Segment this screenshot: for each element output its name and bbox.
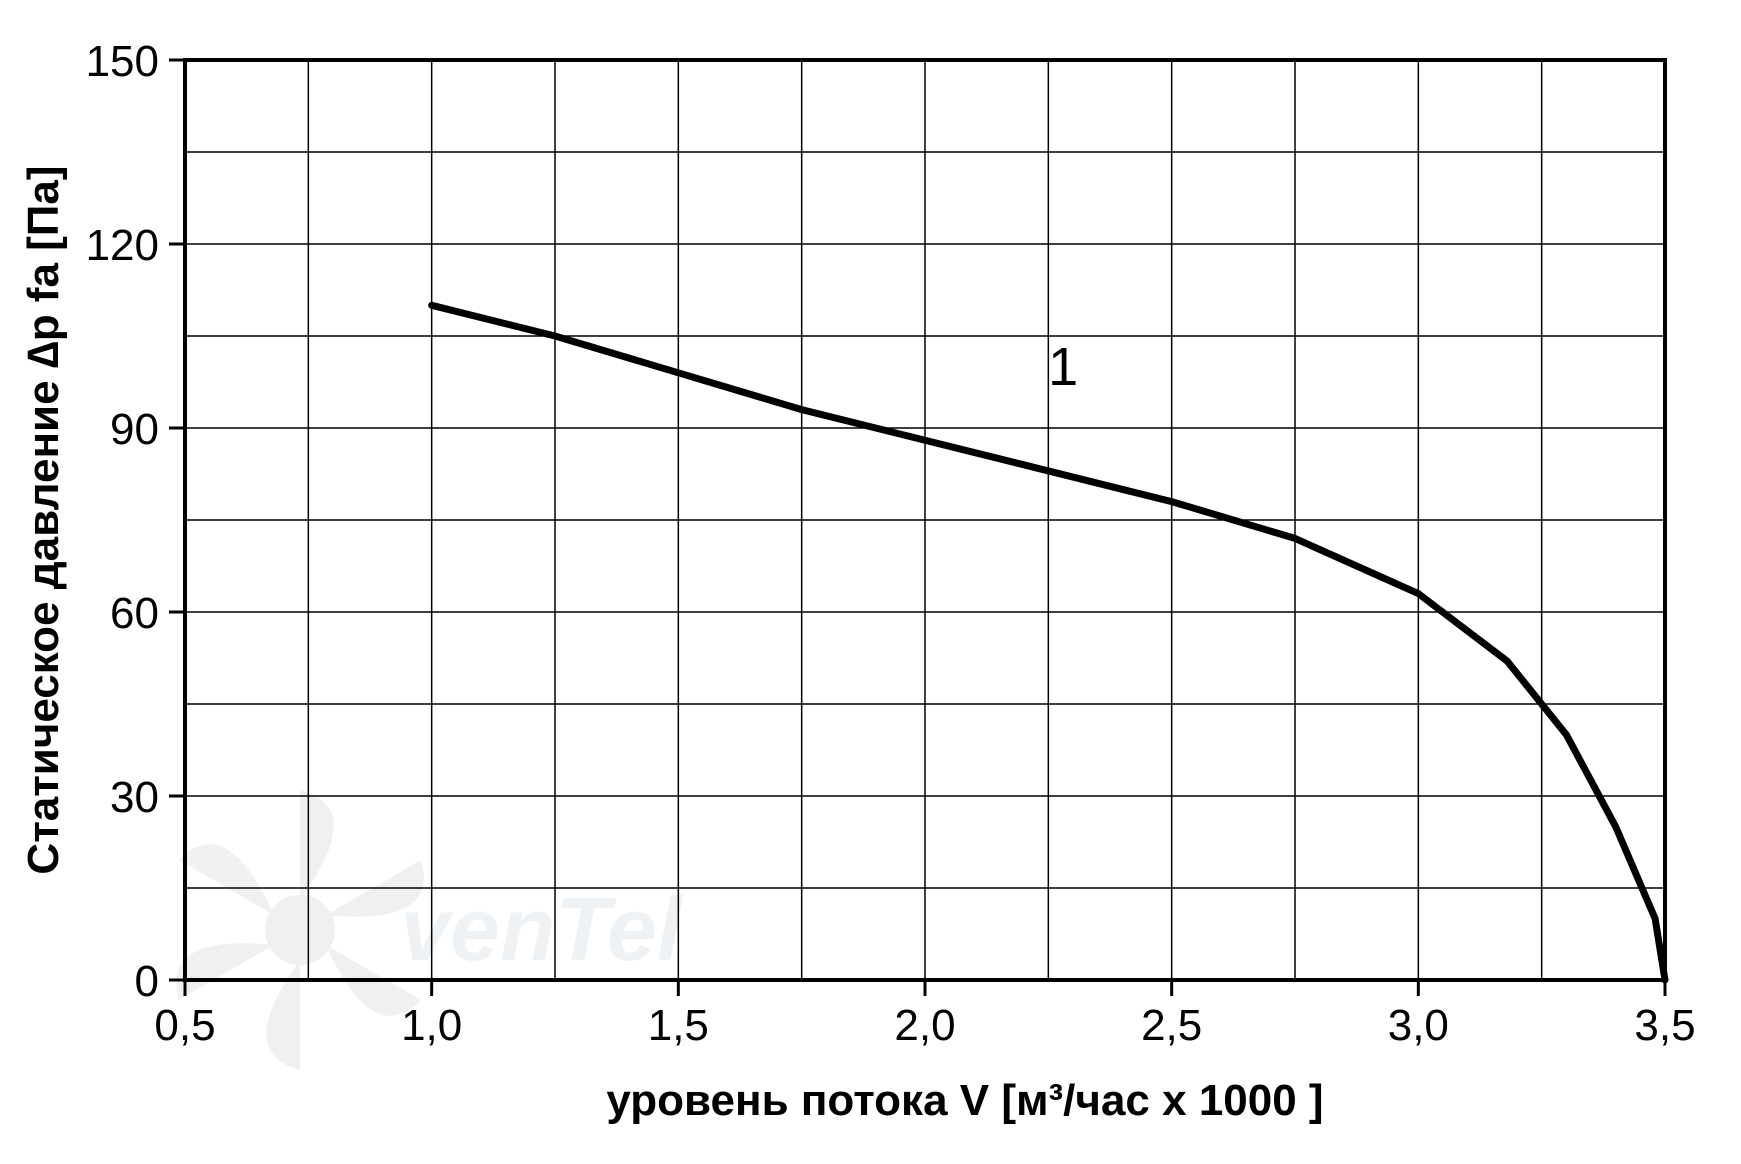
y-tick-label: 30 xyxy=(110,773,159,822)
x-tick-label: 0,5 xyxy=(154,1001,215,1050)
y-tick-label: 150 xyxy=(86,37,159,86)
x-tick-label: 3,5 xyxy=(1634,1001,1695,1050)
fan-curve-chart: venTel 0,5 1,0 1,5 2,0 2,5 3,0 3,5 0 30 60 90 120 150… xyxy=(20,20,1720,1144)
y-axis-label: Статическое давление ∆p fa [Па] xyxy=(20,165,68,874)
x-tick-label: 3,0 xyxy=(1388,1001,1449,1050)
x-tick-label: 2,5 xyxy=(1141,1001,1202,1050)
y-tick-label: 120 xyxy=(86,221,159,270)
y-tick-label: 60 xyxy=(110,589,159,638)
x-tick-label: 1,0 xyxy=(401,1001,462,1050)
x-tick-label: 1,5 xyxy=(648,1001,709,1050)
y-tick-label: 0 xyxy=(135,957,159,1006)
svg-text:venTel: venTel xyxy=(400,880,684,980)
y-tick-label: 90 xyxy=(110,405,159,454)
x-axis-label: уровень потока V [м³/час x 1000 ] xyxy=(606,1076,1323,1125)
chart-container: venTel 0,5 1,0 1,5 2,0 2,5 3,0 3,5 0 30 60 90 120 150… xyxy=(20,20,1720,1144)
x-tick-label: 2,0 xyxy=(894,1001,955,1050)
series-annotation: 1 xyxy=(1048,337,1078,397)
